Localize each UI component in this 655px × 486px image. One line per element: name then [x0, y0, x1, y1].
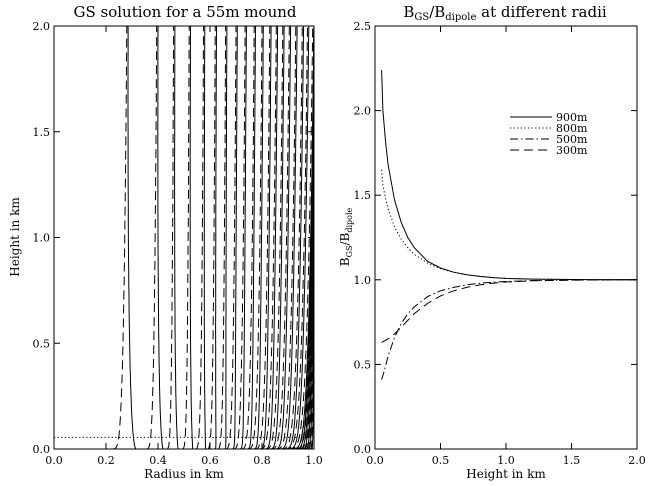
left-x-tick-label: 0.6 — [201, 454, 219, 467]
right-y-axis-label: BGS/Bdipole — [338, 207, 354, 266]
left-field-line-solid — [204, 26, 206, 449]
left-x-tick-label: 0.2 — [97, 454, 115, 467]
left-field-line-dashed — [111, 26, 127, 449]
left-field-line-dashed — [181, 26, 189, 449]
right-y-tick-label: 1.0 — [354, 274, 372, 287]
left-field-line-solid — [190, 26, 193, 449]
right-title-sub-gs: GS — [414, 12, 429, 23]
right-y-tick-label: 1.5 — [354, 189, 372, 202]
left-x-tick-label: 0.8 — [253, 454, 271, 467]
right-ylabel-b2: /B — [338, 233, 352, 246]
series-line-900m — [382, 70, 637, 280]
right-x-tick-label: 1.5 — [563, 454, 581, 467]
left-x-tick-label: 1.0 — [305, 454, 323, 467]
right-x-tick-label: 0.5 — [432, 454, 450, 467]
left-x-axis-label: Radius in km — [144, 467, 224, 481]
left-y-axis-label: Height in km — [8, 197, 22, 277]
left-field-line-solid — [128, 26, 136, 449]
right-x-tick-label: 2.0 — [628, 454, 646, 467]
legend-label-300m: 300m — [556, 144, 588, 157]
left-y-tick-label: 0.0 — [33, 443, 51, 456]
right-title-rest: at different radii — [476, 3, 606, 21]
left-field-line-dashed — [217, 26, 226, 449]
left-y-tick-label: 1.0 — [33, 232, 51, 245]
left-field-line-dashed — [206, 26, 215, 449]
left-field-line-solid — [246, 26, 256, 449]
left-field-line-solid — [286, 26, 309, 449]
right-x-axis-label: Height in km — [466, 467, 546, 481]
left-y-tick-label: 1.5 — [33, 126, 51, 139]
left-field-line-solid — [238, 26, 246, 449]
right-title-b2: /B — [429, 3, 445, 21]
series-line-500m — [382, 280, 637, 380]
right-curves — [382, 70, 637, 380]
right-y-tick-label: 0.0 — [354, 443, 372, 456]
left-curves — [54, 26, 314, 449]
left-y-tick-label: 2.0 — [33, 20, 51, 33]
left-x-tick-label: 0.4 — [149, 454, 167, 467]
right-ylabel-b: B — [338, 257, 352, 266]
right-y-tick-label: 2.0 — [354, 105, 372, 118]
right-y-tick-label: 2.5 — [354, 20, 372, 33]
right-x-tick-label: 1.0 — [497, 454, 515, 467]
right-title-b: B — [403, 3, 414, 21]
right-ylabel-sub-gs: GS — [345, 246, 354, 258]
left-panel: GS solution for a 55m mound 0.0 0.2 0.4 0.6… — [8, 3, 323, 481]
right-title: BGS/Bdipole at different radii — [403, 3, 607, 23]
left-field-line-dashed — [194, 26, 203, 449]
series-line-800m — [382, 170, 637, 280]
right-y-tick-label: 0.5 — [354, 358, 372, 371]
left-y-tick-label: 0.5 — [33, 337, 51, 350]
left-ticks: 0.0 0.2 0.4 0.6 0.8 1.00.00.51.01.52.0 — [33, 20, 323, 467]
right-panel: BGS/Bdipole at different radii 0.0 0.5 1.0… — [338, 3, 646, 481]
left-field-line-solid — [175, 26, 178, 449]
left-title: GS solution for a 55m mound — [74, 3, 297, 21]
right-ylabel-sub-dipole: dipole — [345, 207, 354, 232]
left-field-line-solid — [158, 26, 163, 449]
left-field-line-dashed — [145, 26, 157, 449]
left-field-line-dashed — [166, 26, 174, 449]
series-line-300m — [382, 280, 637, 343]
right-ticks: 0.0 0.5 1.0 1.5 2.00.00.51.01.52.02.5 — [354, 20, 646, 467]
right-title-sub-dipole: dipole — [445, 12, 476, 23]
right-plot-frame — [375, 26, 637, 449]
